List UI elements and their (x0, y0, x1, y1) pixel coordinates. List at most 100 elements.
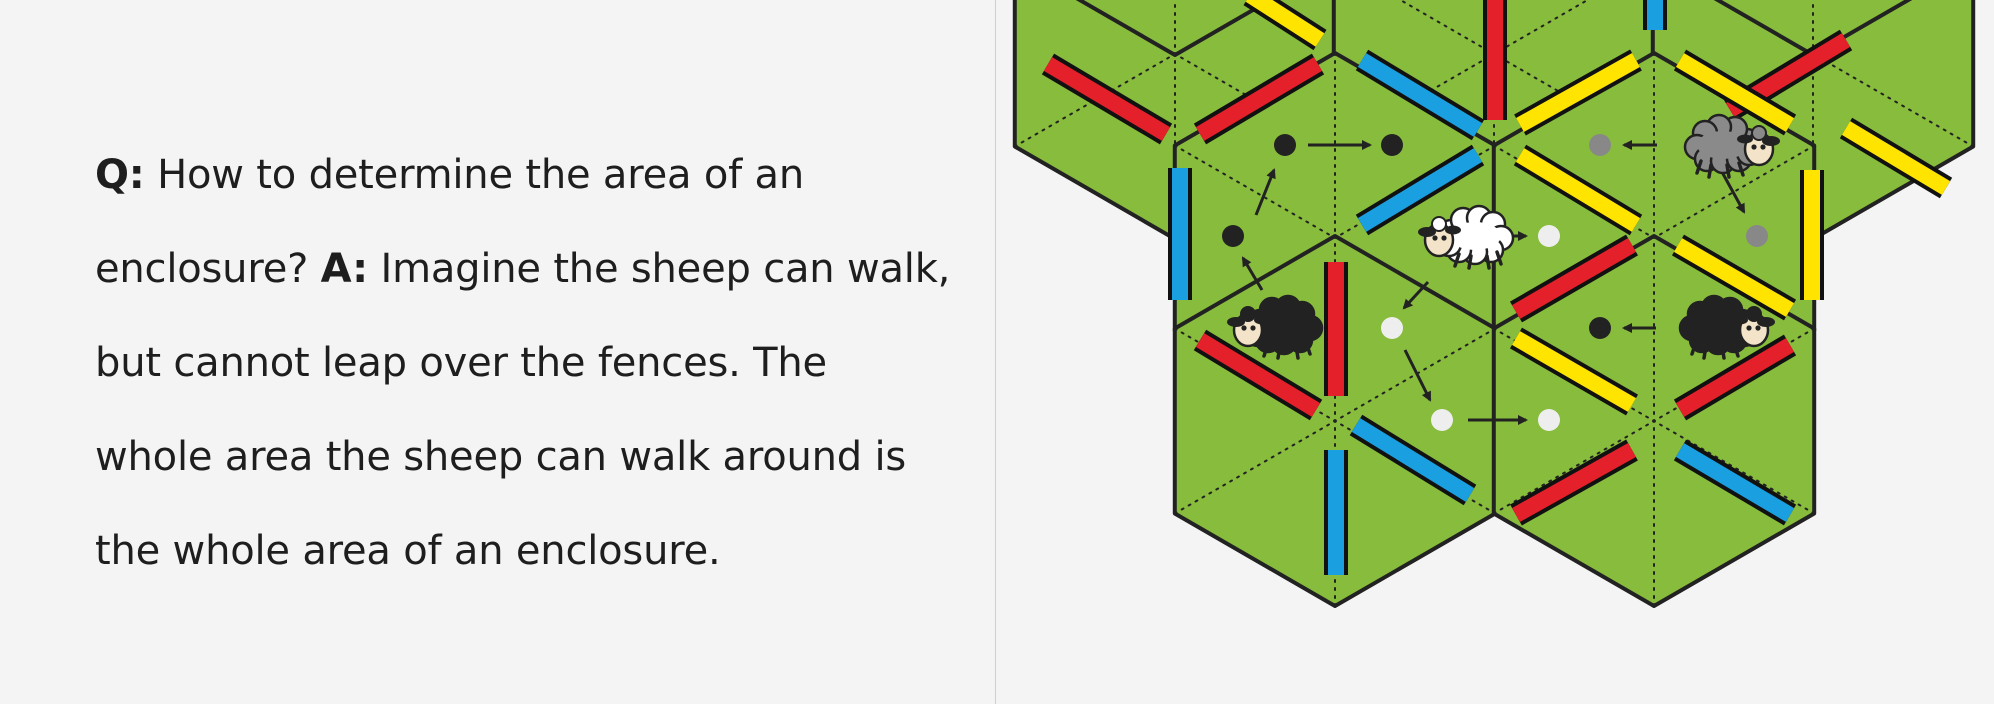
sheep-leg (1737, 161, 1745, 177)
fence-red (1193, 329, 1323, 421)
fence-fill (1511, 238, 1637, 319)
movement-paths (1222, 134, 1768, 431)
sheep-layer (1227, 113, 1780, 360)
question-label: Q: (95, 152, 145, 198)
sheep-leg (1702, 344, 1708, 360)
sheep-eye (1755, 325, 1761, 331)
fence-fill (1675, 53, 1795, 132)
path-dot (1274, 134, 1296, 156)
fence-blue (1355, 49, 1485, 141)
path-arrow (1720, 171, 1746, 214)
hex-tile (1075, 0, 1275, 57)
board-panel (996, 0, 1994, 704)
fence-red (1509, 234, 1639, 323)
sheep-ear (1762, 136, 1780, 146)
answer-text: Imagine the sheep can walk, but cannot l… (95, 246, 951, 574)
fence-fill (1245, 0, 1325, 47)
fence-yellow (1673, 49, 1797, 136)
game-board (1012, 0, 1976, 608)
sheep-leg (1467, 254, 1473, 270)
faq-text: Q: How to determine the area of an enclo… (95, 128, 955, 598)
path-dot (1222, 225, 1244, 247)
sheep-eye (1432, 235, 1438, 241)
fence-yellow (1671, 234, 1797, 321)
path-dot (1589, 317, 1611, 339)
fence-fill (1512, 443, 1636, 522)
path-dot (1538, 409, 1560, 431)
sheep-eye (1760, 144, 1766, 150)
sheep-eye (1751, 144, 1757, 150)
fence-red (1510, 439, 1638, 526)
fence-red (1673, 334, 1797, 421)
fence-yellow (1509, 327, 1639, 416)
faq-paragraph: Q: How to determine the area of an enclo… (95, 128, 955, 598)
fence-fill (1673, 238, 1795, 317)
sheep-leg (1495, 250, 1503, 266)
fence-yellow (1839, 117, 1953, 199)
path-dot (1381, 317, 1403, 339)
fence-fill (1841, 121, 1951, 195)
sheep-black-icon (1227, 294, 1324, 360)
fence-fill (1516, 53, 1640, 132)
sheep-leg (1485, 254, 1491, 270)
sheep-leg (1720, 344, 1726, 360)
sheep-body (1692, 312, 1744, 340)
sheep-leg (1732, 342, 1740, 358)
path-arrow (1241, 256, 1264, 291)
sheep-leg (1304, 340, 1312, 356)
sheep-eye (1250, 325, 1256, 331)
fence-fill (1195, 57, 1323, 141)
tile-dotted-line (1492, 327, 1816, 515)
sheep-ear (1737, 134, 1753, 144)
fences (1041, 0, 1953, 575)
sheep-ear (1732, 315, 1748, 325)
sheep-white-icon (1418, 204, 1515, 270)
sheep-body (1697, 131, 1749, 159)
fence-blue (1349, 414, 1477, 506)
sheep-leg (1725, 163, 1731, 179)
sheep-leg (1294, 344, 1300, 360)
fence-fill (1357, 148, 1483, 232)
fence-fill (1515, 148, 1641, 232)
sheep-ear (1254, 315, 1270, 325)
sheep-eye (1441, 235, 1447, 241)
sheep-leg (1453, 252, 1461, 268)
sheep-leg (1262, 342, 1270, 358)
fence-fill (1675, 338, 1795, 417)
sheep-gray-icon (1683, 113, 1780, 179)
sheep-tuft (1746, 306, 1762, 322)
path-arrow (1254, 168, 1276, 216)
fence-fill (1357, 53, 1483, 137)
sheep-leg (1276, 344, 1282, 360)
sheep-leg (1690, 340, 1698, 356)
fence-yellow (1513, 144, 1643, 236)
question-text: How to determine the area of an enclosur… (95, 152, 804, 292)
fence-red (1193, 53, 1325, 145)
text-panel: Q: How to determine the area of an enclo… (0, 0, 995, 704)
fence-fill (1195, 333, 1321, 417)
sheep-eye (1241, 325, 1247, 331)
path-dot (1746, 225, 1768, 247)
path-dot (1538, 225, 1560, 247)
fence-red (1041, 53, 1173, 145)
sheep-ear (1418, 227, 1436, 237)
fence-fill (1675, 443, 1795, 522)
sheep-tuft (1751, 125, 1767, 141)
sheep-body (1449, 222, 1501, 250)
fence-fill (1351, 418, 1475, 502)
path-dot (1381, 134, 1403, 156)
fence-yellow (1514, 49, 1642, 136)
sheep-body (1258, 312, 1310, 340)
sheep-tuft (1240, 306, 1256, 322)
panel-divider (995, 0, 996, 704)
sheep-eye (1746, 325, 1752, 331)
fence-fill (1511, 331, 1637, 412)
tile-dotted-line (1173, 327, 1497, 515)
path-dot (1589, 134, 1611, 156)
sheep-ear (1757, 317, 1775, 327)
path-dot (1431, 409, 1453, 431)
sheep-ear (1227, 317, 1245, 327)
fence-blue (1355, 144, 1485, 236)
sheep-leg (1695, 159, 1703, 175)
path-arrow (1402, 280, 1430, 310)
